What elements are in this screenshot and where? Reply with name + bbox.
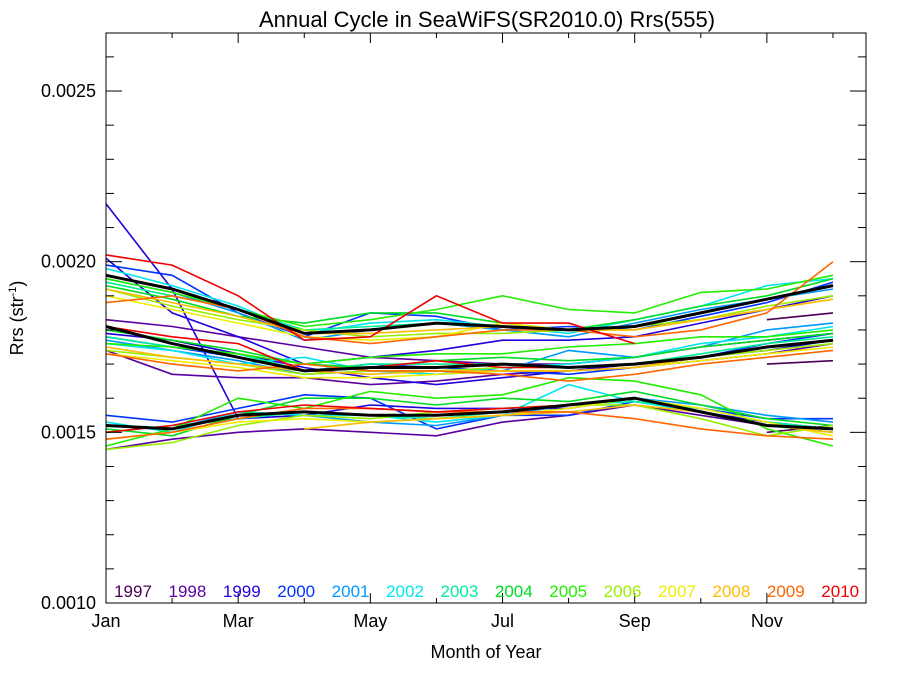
legend-item-2004: 2004 (495, 582, 533, 601)
series-line-2004-mid (105, 329, 834, 369)
series-line-2009-mid (105, 349, 834, 382)
mean-line-north (105, 273, 834, 335)
legend-item-2006: 2006 (604, 582, 642, 601)
y-tick-label: 0.0015 (41, 422, 96, 442)
legend-item-2009: 2009 (767, 582, 805, 601)
series-line-2008-north (105, 288, 834, 335)
chart-title: Annual Cycle in SeaWiFS(SR2010.0) Rrs(55… (259, 7, 715, 32)
legend-item-1998: 1998 (168, 582, 206, 601)
legend-item-2001: 2001 (332, 582, 370, 601)
y-axis-label-main: Rrs (str (7, 296, 27, 355)
series-line-2010-north (105, 254, 635, 345)
y-axis-label: Rrs (str-1) (7, 281, 27, 356)
y-tick-label: 0.0020 (41, 252, 96, 272)
x-tick-label-sep: Sep (619, 611, 651, 631)
legend: 1997 1998 1999 2000 2001 2002 2003 2004 2005 2006… (114, 582, 859, 601)
series-line-2002-north (105, 267, 834, 335)
series-line-1997-mid (766, 359, 834, 365)
y-axis-label-sup: -1 (7, 287, 19, 297)
x-tick-label-may: May (353, 611, 387, 631)
mean-lines (105, 273, 834, 431)
legend-item-2005: 2005 (549, 582, 587, 601)
mean-line-mid (105, 325, 834, 373)
x-axis-label: Month of Year (430, 642, 541, 662)
plot-frame (105, 32, 867, 604)
legend-item-2010: 2010 (821, 582, 859, 601)
legend-item-2000: 2000 (277, 582, 315, 601)
legend-item-2007: 2007 (658, 582, 696, 601)
y-tick-label: 0.0010 (41, 593, 96, 613)
x-tick-label-jan: Jan (91, 611, 120, 631)
series-line-2005-south (105, 376, 834, 447)
legend-item-2003: 2003 (440, 582, 478, 601)
legend-item-1997: 1997 (114, 582, 152, 601)
series-line-2001-north (105, 277, 834, 342)
legend-item-2002: 2002 (386, 582, 424, 601)
x-axis: Jan Mar May Jul Sep Nov (91, 33, 834, 631)
series-line-2009-south (105, 407, 834, 440)
legend-item-2008: 2008 (712, 582, 750, 601)
mean-line-south (105, 396, 834, 431)
series-line-1998-south (105, 404, 834, 451)
series-line-2005-mid (105, 329, 834, 365)
x-tick-label-jul: Jul (491, 611, 514, 631)
y-tick-label: 0.0025 (41, 81, 96, 101)
x-tick-label-nov: Nov (751, 611, 783, 631)
series-line-1997-north (766, 312, 834, 321)
x-tick-label-mar: Mar (223, 611, 254, 631)
series-line-1999-north (105, 257, 834, 365)
legend-item-1999: 1999 (223, 582, 261, 601)
y-axis-label-close: ) (7, 281, 27, 287)
y-axis: 0.0010 0.0015 0.0020 0.0025 (41, 56, 866, 613)
series-line-2010-south (105, 404, 569, 434)
